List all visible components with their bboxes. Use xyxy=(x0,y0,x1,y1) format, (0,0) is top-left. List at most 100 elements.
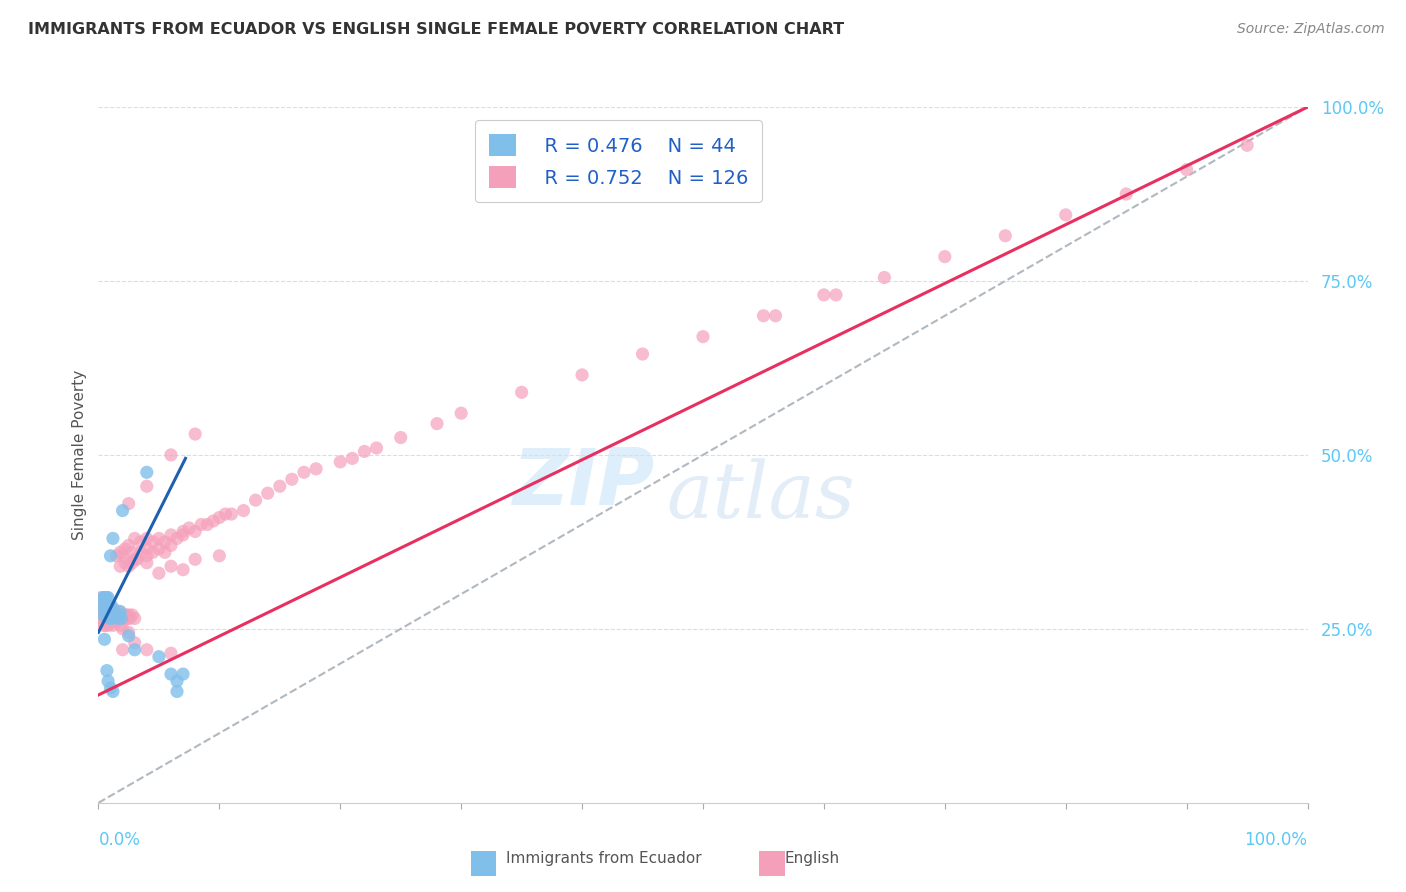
Point xyxy=(97,607,120,622)
Point xyxy=(124,532,146,546)
Point xyxy=(93,598,115,612)
Point xyxy=(389,431,412,445)
Text: atlas: atlas xyxy=(666,458,855,535)
Point xyxy=(104,611,127,625)
Point xyxy=(1054,208,1077,222)
Point xyxy=(100,598,122,612)
Point xyxy=(103,605,125,619)
Point xyxy=(110,607,132,622)
Point xyxy=(94,601,117,615)
Point xyxy=(111,642,134,657)
Point xyxy=(97,598,120,612)
Point xyxy=(172,563,194,577)
Point xyxy=(93,632,115,647)
Point xyxy=(94,618,117,632)
Point xyxy=(118,629,141,643)
Point xyxy=(124,611,146,625)
Point xyxy=(93,591,115,605)
Point xyxy=(105,607,128,622)
Point xyxy=(166,684,188,698)
Point xyxy=(94,591,117,605)
Point xyxy=(1115,187,1137,202)
Point xyxy=(329,455,352,469)
Point xyxy=(1236,138,1258,153)
Point xyxy=(135,541,157,556)
Point xyxy=(96,607,118,622)
Point xyxy=(104,607,127,622)
Point xyxy=(107,611,129,625)
Point xyxy=(96,598,118,612)
Text: 0.0%: 0.0% xyxy=(98,830,141,848)
Point xyxy=(94,605,117,619)
Point xyxy=(91,615,114,629)
Point xyxy=(100,549,122,563)
Point xyxy=(105,549,128,563)
Point xyxy=(98,611,121,625)
Point xyxy=(90,591,112,605)
Point xyxy=(101,601,124,615)
Point xyxy=(96,605,118,619)
Point xyxy=(172,667,194,681)
Point xyxy=(108,607,131,622)
Point xyxy=(100,607,122,622)
Point xyxy=(813,288,835,302)
Point xyxy=(135,642,157,657)
Point xyxy=(111,611,134,625)
Point xyxy=(111,622,134,636)
Point xyxy=(129,545,152,559)
Point xyxy=(100,605,122,619)
Point xyxy=(108,611,131,625)
Point xyxy=(100,611,122,625)
Point xyxy=(179,521,201,535)
Point xyxy=(256,486,278,500)
Point xyxy=(195,517,218,532)
Point xyxy=(111,503,134,517)
Point xyxy=(98,605,121,619)
Point xyxy=(96,664,118,678)
Point xyxy=(108,545,131,559)
Point xyxy=(108,618,131,632)
Point xyxy=(934,250,956,264)
Point xyxy=(97,591,120,605)
Point xyxy=(202,514,225,528)
Point xyxy=(96,598,118,612)
Point xyxy=(111,549,134,563)
Point xyxy=(91,607,114,622)
Point xyxy=(135,556,157,570)
Point xyxy=(153,535,176,549)
Point xyxy=(129,535,152,549)
Point xyxy=(91,598,114,612)
Point xyxy=(91,598,114,612)
Point xyxy=(94,605,117,619)
Point xyxy=(108,559,131,574)
Y-axis label: Single Female Poverty: Single Female Poverty xyxy=(72,370,87,540)
Point xyxy=(97,605,120,619)
Point xyxy=(105,607,128,622)
Point xyxy=(172,528,194,542)
Point xyxy=(121,556,143,570)
Point xyxy=(305,462,328,476)
Point xyxy=(825,288,848,302)
Point xyxy=(121,545,143,559)
Point xyxy=(115,607,138,622)
Point xyxy=(160,448,183,462)
Point xyxy=(571,368,593,382)
Text: Source: ZipAtlas.com: Source: ZipAtlas.com xyxy=(1237,22,1385,37)
Legend:   R = 0.476    N = 44,   R = 0.752    N = 126: R = 0.476 N = 44, R = 0.752 N = 126 xyxy=(475,120,762,202)
Point xyxy=(100,611,122,625)
Point xyxy=(232,503,254,517)
Point xyxy=(342,451,364,466)
Point xyxy=(166,532,188,546)
Point xyxy=(108,605,131,619)
Point xyxy=(214,507,236,521)
Point xyxy=(366,441,388,455)
Point xyxy=(93,615,115,629)
Point xyxy=(100,605,122,619)
Point xyxy=(160,528,183,542)
Point xyxy=(100,601,122,615)
Point xyxy=(114,556,136,570)
Point xyxy=(114,611,136,625)
Point xyxy=(91,618,114,632)
Point xyxy=(166,674,188,689)
Point xyxy=(135,532,157,546)
